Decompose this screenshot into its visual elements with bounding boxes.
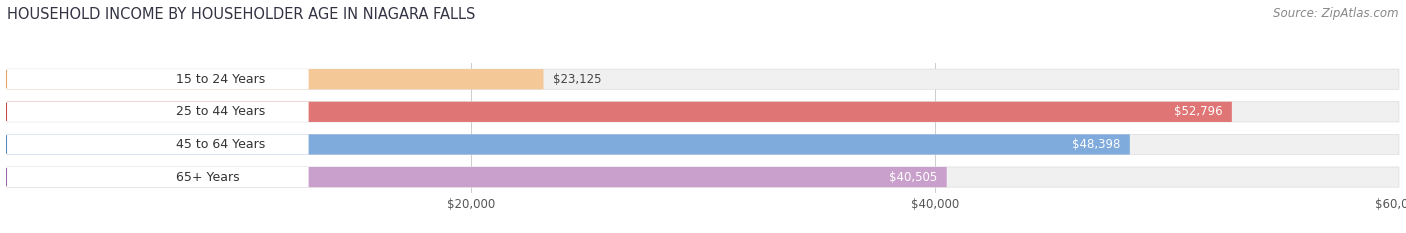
FancyBboxPatch shape xyxy=(7,69,308,89)
FancyBboxPatch shape xyxy=(7,69,1399,89)
FancyBboxPatch shape xyxy=(7,167,308,187)
FancyBboxPatch shape xyxy=(7,134,308,154)
FancyBboxPatch shape xyxy=(7,134,1399,154)
Text: HOUSEHOLD INCOME BY HOUSEHOLDER AGE IN NIAGARA FALLS: HOUSEHOLD INCOME BY HOUSEHOLDER AGE IN N… xyxy=(7,7,475,22)
FancyBboxPatch shape xyxy=(7,167,1399,187)
Text: $40,505: $40,505 xyxy=(889,171,938,184)
FancyBboxPatch shape xyxy=(7,102,1399,122)
Text: $48,398: $48,398 xyxy=(1073,138,1121,151)
Text: $23,125: $23,125 xyxy=(553,73,602,86)
Text: 65+ Years: 65+ Years xyxy=(176,171,240,184)
FancyBboxPatch shape xyxy=(7,134,1130,154)
FancyBboxPatch shape xyxy=(7,102,308,122)
Text: 45 to 64 Years: 45 to 64 Years xyxy=(176,138,266,151)
Text: 25 to 44 Years: 25 to 44 Years xyxy=(176,105,266,118)
Text: Source: ZipAtlas.com: Source: ZipAtlas.com xyxy=(1274,7,1399,20)
FancyBboxPatch shape xyxy=(7,102,1232,122)
FancyBboxPatch shape xyxy=(7,167,946,187)
Text: $52,796: $52,796 xyxy=(1174,105,1223,118)
FancyBboxPatch shape xyxy=(7,69,544,89)
Text: 15 to 24 Years: 15 to 24 Years xyxy=(176,73,266,86)
